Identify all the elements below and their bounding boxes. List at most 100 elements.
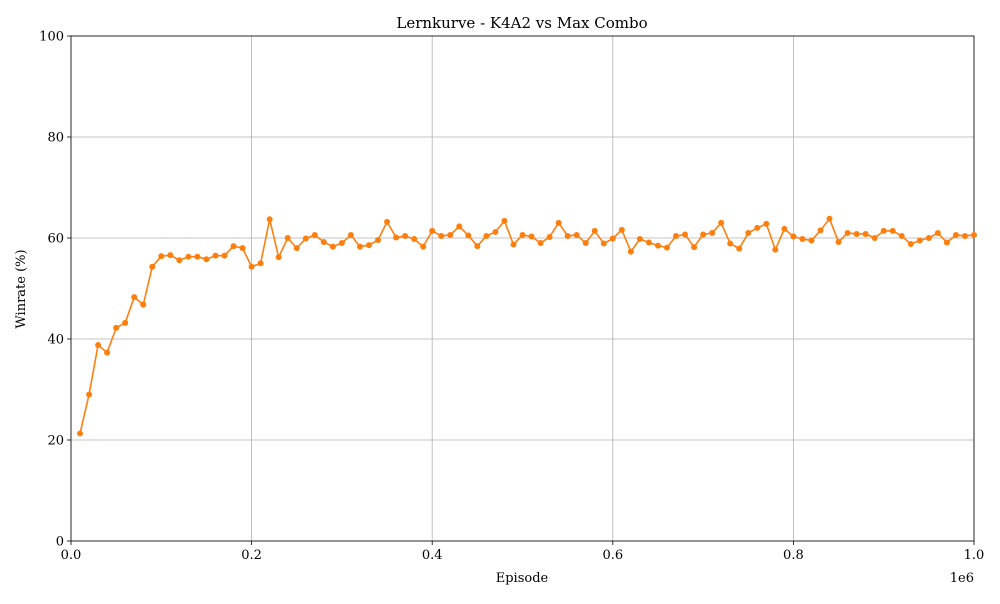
data-point — [799, 236, 806, 243]
data-point — [474, 243, 481, 250]
data-point — [465, 232, 472, 239]
data-point — [853, 230, 860, 237]
x-axis-scale-label: 1e6 — [950, 571, 974, 586]
data-point — [393, 234, 400, 241]
data-point — [420, 243, 427, 250]
data-point — [149, 263, 156, 270]
data-point — [266, 216, 273, 223]
data-point — [284, 235, 291, 241]
data-point — [645, 239, 652, 246]
data-point — [817, 227, 824, 234]
data-point — [961, 232, 968, 239]
axes: 0.0 0.2 0.4 0.6 0.8 1.0 0 20 40 60 80 100 — [39, 30, 984, 564]
x-tick-label: 0.6 — [602, 548, 623, 563]
data-point — [880, 227, 887, 234]
data-point — [239, 245, 246, 252]
data-point — [492, 228, 499, 235]
data-point — [402, 232, 409, 239]
data-point — [248, 263, 255, 270]
data-point — [790, 233, 797, 240]
data-point — [808, 237, 815, 244]
data-point — [86, 391, 93, 398]
series — [77, 215, 977, 437]
y-tick-label: 100 — [39, 30, 64, 45]
data-point — [745, 229, 752, 236]
data-point — [925, 235, 932, 241]
data-point — [844, 229, 851, 236]
data-point — [718, 219, 725, 226]
data-point — [763, 220, 770, 227]
labels: Lernkurve - K4A2 vs Max Combo Episode Wi… — [14, 14, 974, 586]
data-point — [682, 231, 689, 238]
data-point — [230, 243, 237, 250]
data-point — [673, 232, 680, 239]
chart-title: Lernkurve - K4A2 vs Max Combo — [396, 14, 647, 32]
data-point — [609, 235, 616, 242]
data-point — [447, 231, 454, 238]
data-point — [600, 240, 607, 247]
data-point — [203, 256, 210, 263]
data-point — [329, 243, 336, 250]
data-point — [176, 257, 183, 264]
data-point — [663, 244, 670, 251]
y-tick-label: 40 — [47, 333, 64, 348]
x-tick-label: 0.4 — [422, 548, 443, 563]
series-line — [79, 218, 975, 434]
data-point — [691, 244, 698, 251]
y-tick-label: 20 — [47, 434, 64, 449]
data-point — [862, 230, 869, 237]
data-point — [871, 235, 878, 241]
data-point — [483, 232, 490, 239]
data-point — [167, 252, 174, 259]
y-tick-label: 0 — [56, 535, 64, 550]
data-point — [889, 227, 896, 234]
x-axis-label: Episode — [496, 571, 549, 586]
data-point — [907, 241, 914, 248]
data-point — [501, 217, 508, 224]
data-point — [709, 229, 716, 236]
x-tick-label: 0.2 — [241, 548, 262, 563]
data-point — [519, 231, 526, 238]
data-point — [898, 232, 905, 239]
data-point — [700, 231, 707, 238]
x-tick-label: 0.8 — [783, 548, 804, 563]
x-tick-label: 0.0 — [61, 548, 82, 563]
data-point — [546, 233, 553, 240]
grid — [70, 35, 975, 542]
data-point — [311, 231, 318, 238]
data-point — [411, 236, 418, 243]
data-point — [212, 252, 219, 259]
data-point — [140, 301, 147, 308]
data-point — [375, 237, 382, 244]
data-point — [275, 254, 282, 261]
data-point — [77, 430, 84, 437]
data-point — [365, 242, 372, 249]
data-point — [555, 219, 562, 226]
data-point — [772, 246, 779, 253]
data-point — [347, 231, 354, 238]
y-tick-label: 80 — [47, 131, 64, 146]
data-point — [952, 231, 959, 238]
data-point — [618, 226, 625, 233]
data-point — [221, 252, 228, 259]
data-point — [293, 245, 300, 252]
y-axis-label: Winrate (%) — [14, 249, 29, 328]
data-point — [194, 253, 201, 260]
data-point — [528, 233, 535, 240]
data-point — [95, 342, 102, 349]
data-point — [185, 253, 192, 260]
data-point — [537, 240, 544, 247]
data-point — [582, 240, 589, 247]
data-point — [654, 242, 661, 249]
data-point — [736, 245, 743, 252]
data-point — [636, 236, 643, 243]
data-point — [456, 223, 463, 230]
data-point — [943, 239, 950, 246]
data-point — [564, 232, 571, 239]
data-point — [384, 218, 391, 225]
data-point — [438, 232, 445, 239]
data-point — [302, 235, 309, 242]
data-point — [257, 260, 264, 267]
